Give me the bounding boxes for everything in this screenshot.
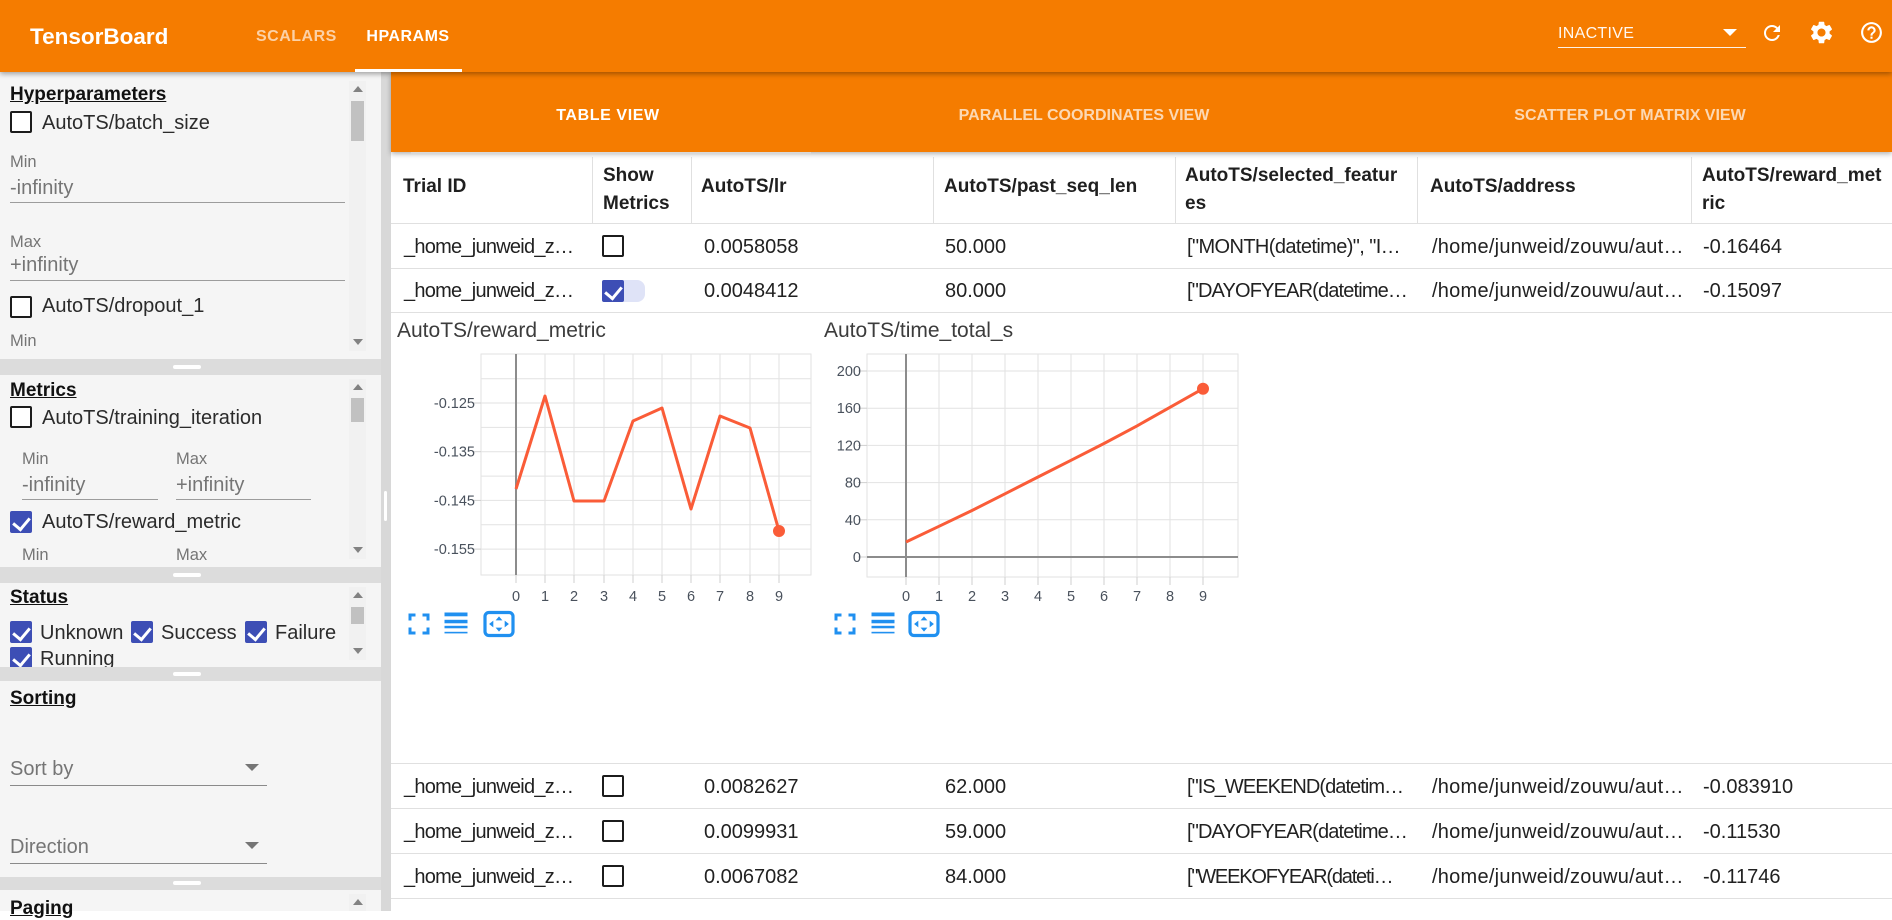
svg-text:2: 2 — [968, 589, 976, 605]
svg-text:200: 200 — [837, 364, 861, 380]
svg-text:6: 6 — [687, 589, 695, 605]
svg-text:1: 1 — [935, 589, 943, 605]
svg-text:-0.155: -0.155 — [434, 542, 475, 558]
svg-text:5: 5 — [1067, 589, 1075, 605]
svg-text:7: 7 — [716, 589, 724, 605]
svg-text:6: 6 — [1100, 589, 1108, 605]
svg-text:-0.145: -0.145 — [434, 493, 475, 509]
svg-text:9: 9 — [775, 589, 783, 605]
svg-text:3: 3 — [600, 589, 608, 605]
svg-text:160: 160 — [837, 401, 861, 417]
svg-text:8: 8 — [1166, 589, 1174, 605]
svg-text:40: 40 — [845, 513, 861, 529]
svg-text:0: 0 — [902, 589, 910, 605]
svg-text:5: 5 — [658, 589, 666, 605]
svg-text:-0.125: -0.125 — [434, 396, 475, 412]
svg-text:0: 0 — [512, 589, 520, 605]
svg-text:-0.135: -0.135 — [434, 445, 475, 461]
svg-text:9: 9 — [1199, 589, 1207, 605]
svg-text:80: 80 — [845, 476, 861, 492]
svg-text:4: 4 — [629, 589, 637, 605]
svg-text:4: 4 — [1034, 589, 1042, 605]
svg-text:120: 120 — [837, 438, 861, 454]
svg-text:3: 3 — [1001, 589, 1009, 605]
svg-text:2: 2 — [570, 589, 578, 605]
svg-text:1: 1 — [541, 589, 549, 605]
svg-text:7: 7 — [1133, 589, 1141, 605]
svg-text:0: 0 — [853, 550, 861, 566]
svg-text:8: 8 — [746, 589, 754, 605]
